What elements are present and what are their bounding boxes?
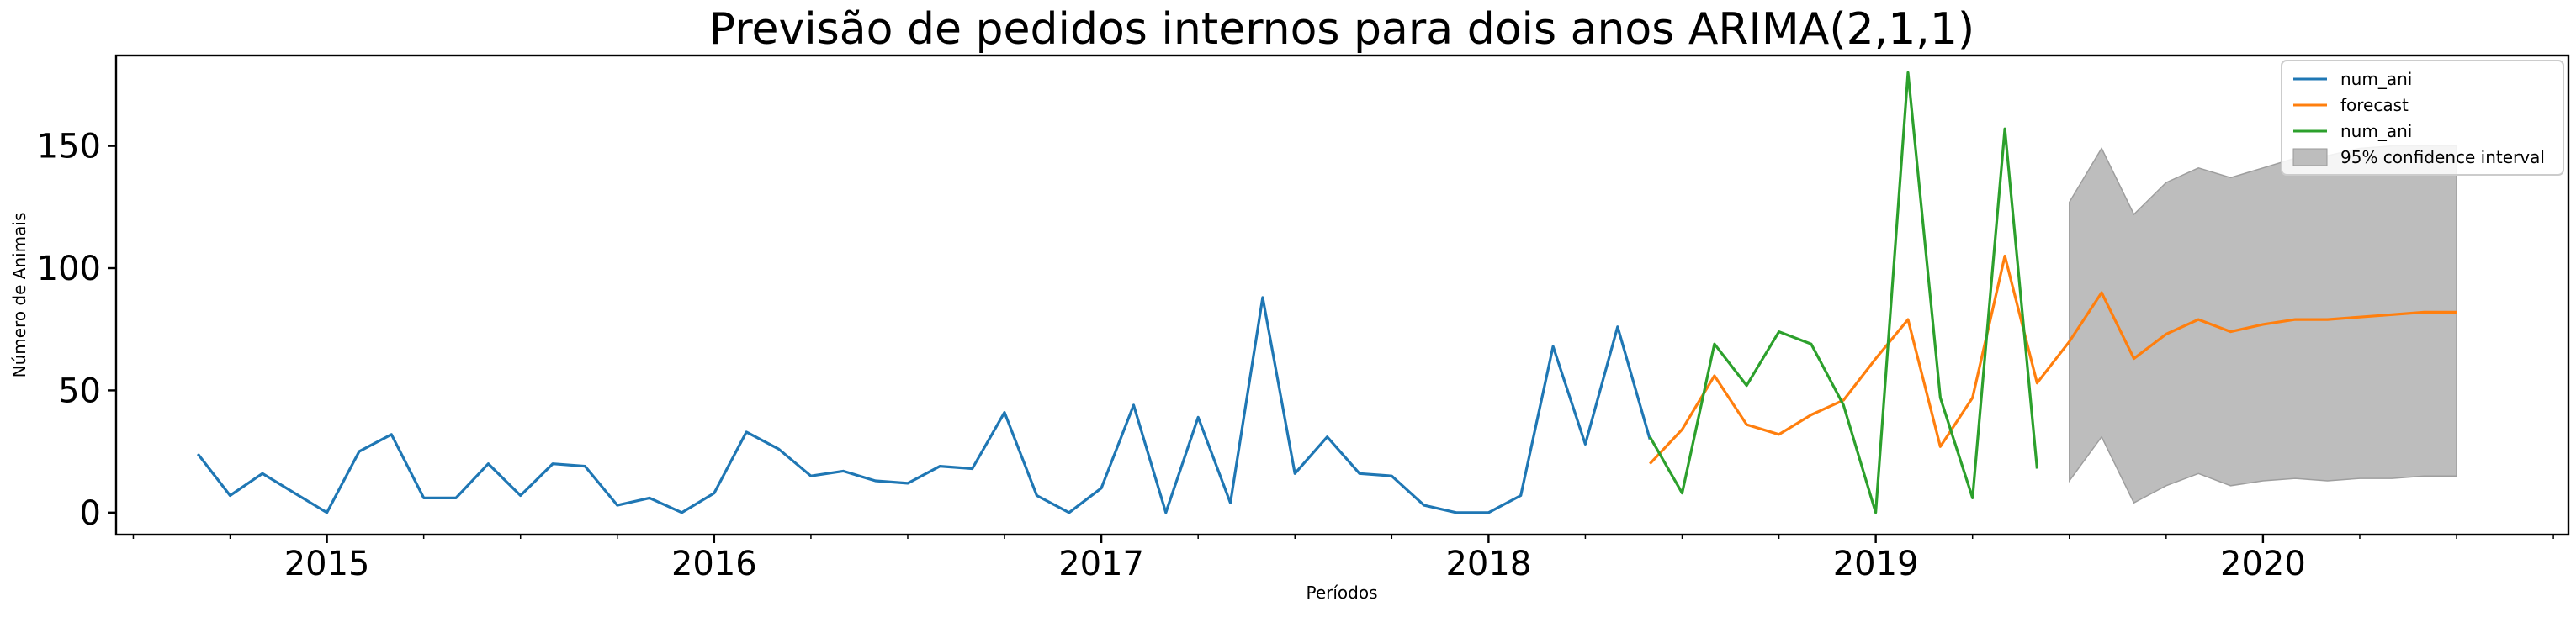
chart-title: Previsão de pedidos internos para dois a…: [709, 4, 1974, 55]
x-axis-ticks: 2015 2016 2017 2018 2019 2020: [284, 535, 2306, 583]
legend-label-forecast: forecast: [2340, 95, 2409, 115]
x-axis-label: Períodos: [1306, 583, 1377, 603]
x-tick-label-2015: 2015: [284, 545, 370, 583]
plot-frame: [114, 54, 2570, 536]
x-tick-label-2018: 2018: [1445, 545, 1531, 583]
x-axis-minor-ticks: [132, 535, 2554, 539]
x-tick-label-2019: 2019: [1833, 545, 1919, 583]
x-tick-label-2017: 2017: [1058, 545, 1144, 583]
series-num-ani-observed-line: [196, 296, 1651, 514]
legend-box: [2281, 60, 2564, 176]
y-axis-label: Número de Animais: [9, 213, 29, 378]
legend: num_ani forecast num_ani 95% confidence …: [2281, 60, 2564, 176]
y-tick-label-150: 150: [37, 128, 101, 166]
legend-label-num-ani-1: num_ani: [2340, 69, 2412, 89]
x-tick-label-2016: 2016: [671, 545, 757, 583]
x-tick-label-2020: 2020: [2220, 545, 2306, 583]
legend-label-num-ani-2: num_ani: [2340, 121, 2412, 141]
series-forecast-line: [1649, 254, 2457, 465]
series-num-ani-actual-line: [1648, 71, 2038, 514]
y-axis-ticks: 0 50 100 150: [37, 128, 116, 533]
legend-label-ci: 95% confidence interval: [2340, 147, 2545, 167]
legend-swatch-ci: [2292, 148, 2328, 166]
y-tick-label-100: 100: [37, 250, 101, 288]
series-layer: [196, 71, 2457, 514]
y-tick-label-50: 50: [58, 372, 101, 410]
y-tick-label-0: 0: [80, 494, 101, 533]
